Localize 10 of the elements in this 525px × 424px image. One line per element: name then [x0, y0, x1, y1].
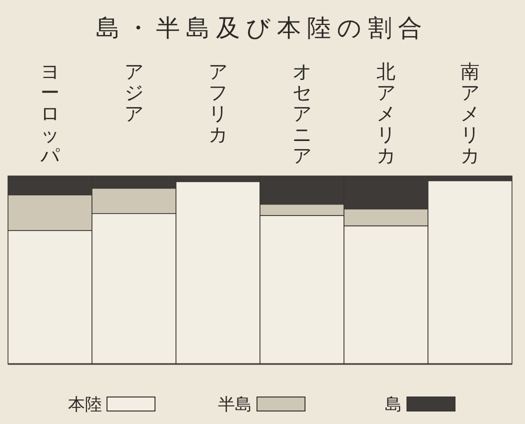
category: ヨーロッパ	[40, 61, 60, 167]
category: アジア	[124, 61, 144, 125]
legend-label: 島	[385, 395, 402, 415]
chart-title: 島・半島及び本陸の割合	[96, 14, 428, 42]
category: 北アメリカ	[376, 61, 396, 167]
legend-label: 本陸	[68, 395, 102, 415]
legend-label: 半島	[218, 395, 252, 415]
category: アフリカ	[208, 61, 228, 146]
category: 南アメリカ	[460, 61, 480, 167]
category: オセアニア	[292, 61, 312, 167]
